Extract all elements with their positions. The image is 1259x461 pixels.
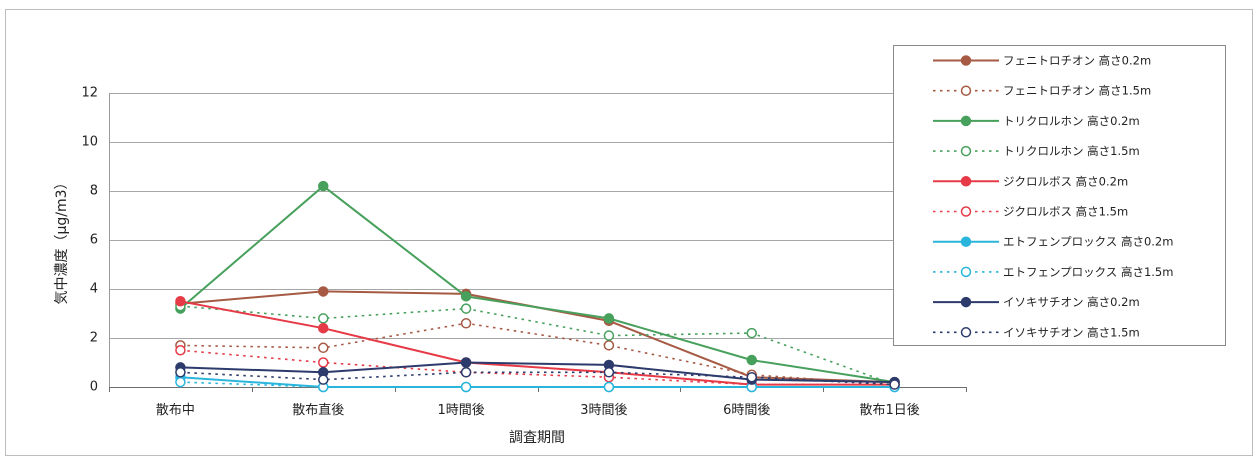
x-tick-label: 散布直後 [292,403,344,418]
series-7-point-0 [175,376,186,388]
series-9-point-3 [603,367,615,378]
legend-swatch-marker [960,55,972,66]
legend-label: トリクロルホン 高さ1.5m [1003,144,1140,158]
legend-swatch-marker [960,115,972,127]
legend-swatch-marker [960,206,972,217]
x-tick-label: 3時間後 [580,403,627,418]
y-axis-title: 気中濃度（μg/m3） [54,175,70,304]
legend-label: フェニトロチオン 高さ1.5m [1003,84,1151,98]
series-9-point-0 [175,367,186,378]
legend-item-9: イソキサチオン 高さ1.5m [933,325,1140,339]
legend-label: ジクロルボス 高さ1.5m [1003,205,1128,219]
series-2-line [179,184,895,384]
legend: フェニトロチオン 高さ0.2m フェニトロチオン 高さ1.5m トリクロルホン 高さ… [893,45,1226,346]
legend-swatch-marker [960,145,972,157]
legend-item-0: フェニトロチオン 高さ0.2m [933,54,1151,68]
series-7 [175,376,900,393]
series-2-point-1 [318,180,329,192]
legend-label: エトフェンプロックス 高さ0.2m [1003,235,1173,249]
legend-swatch-marker [960,85,972,96]
legend-swatch-marker [960,176,972,187]
series-7-line [180,381,895,388]
series-9-point-4 [746,371,757,383]
series-1-point-3 [603,340,615,351]
series-7-point-3 [603,381,615,393]
series-1-point-1 [318,342,329,354]
series-1-point-2 [460,318,472,329]
gridlines [109,93,966,339]
series-4-point-0 [175,296,186,307]
series-4-point-1 [318,322,329,334]
y-tick-label: 0 [90,380,98,395]
y-tick-label: 10 [81,135,98,150]
series-9 [175,367,900,390]
series-5-point-0 [175,345,186,356]
x-axis-title: 調査期間 [509,430,565,446]
legend-item-7: エトフェンプロックス 高さ1.5m [933,265,1173,279]
x-tick-label: 6時間後 [723,403,770,418]
legend-item-8: イソキサチオン 高さ0.2m [933,295,1140,309]
series-5-point-1 [318,357,329,368]
legend-label: ジクロルボス 高さ0.2m [1003,174,1128,188]
legend-swatch-marker [960,266,972,278]
legend-label: フェニトロチオン 高さ0.2m [1003,54,1151,68]
series-0-point-1 [318,286,329,297]
y-tick-label: 2 [90,331,98,346]
series-3-point-3 [603,330,615,341]
series-3-point-2 [460,303,472,314]
legend-item-5: ジクロルボス 高さ1.5m [933,205,1128,219]
series-8-line [180,361,895,384]
series-3-point-1 [318,313,329,324]
series-layer [175,180,900,393]
legend-label: エトフェンプロックス 高さ1.5m [1003,265,1173,279]
series-9-point-2 [460,367,472,378]
legend-item-6: エトフェンプロックス 高さ0.2m [933,235,1173,249]
series-9-point-1 [318,374,329,385]
series-2-point-4 [746,354,757,366]
x-tick-label: 散布1日後 [859,403,919,418]
legend-box [893,45,1226,346]
x-tick-label: 散布中 [156,403,195,418]
legend-label: トリクロルホン 高さ0.2m [1003,114,1140,128]
legend-item-4: ジクロルボス 高さ0.2m [933,174,1128,188]
y-tick-label: 12 [81,86,98,101]
series-2-point-3 [603,313,615,324]
series-9-line [180,371,895,386]
legend-swatch-marker [960,236,972,247]
legend-label: イソキサチオン 高さ0.2m [1003,295,1140,309]
x-tick-labels: 散布中 散布直後 1時間後 3時間後 6時間後 散布1日後 [156,403,920,418]
y-tick-label: 4 [90,282,98,297]
series-8-point-2 [460,357,472,368]
series-1-line [180,322,895,386]
series-9-point-5 [889,379,900,390]
legend-swatch-marker [960,327,972,338]
series-5-line [180,349,895,386]
legend-label: イソキサチオン 高さ1.5m [1003,325,1140,339]
legend-item-1: フェニトロチオン 高さ1.5m [933,84,1151,98]
x-tick-label: 1時間後 [437,403,484,418]
y-tick-label: 8 [90,184,98,199]
series-7-point-2 [460,381,472,393]
series-3-line [180,305,895,386]
legend-swatch-marker [960,296,972,308]
y-tick-labels: 0 2 4 6 8 10 12 [81,86,98,395]
series-3-point-4 [746,327,757,339]
series-2-point-2 [460,291,472,302]
legend-item-2: トリクロルホン 高さ0.2m [933,114,1140,128]
y-tick-label: 6 [90,233,98,248]
legend-item-3: トリクロルホン 高さ1.5m [933,144,1140,158]
